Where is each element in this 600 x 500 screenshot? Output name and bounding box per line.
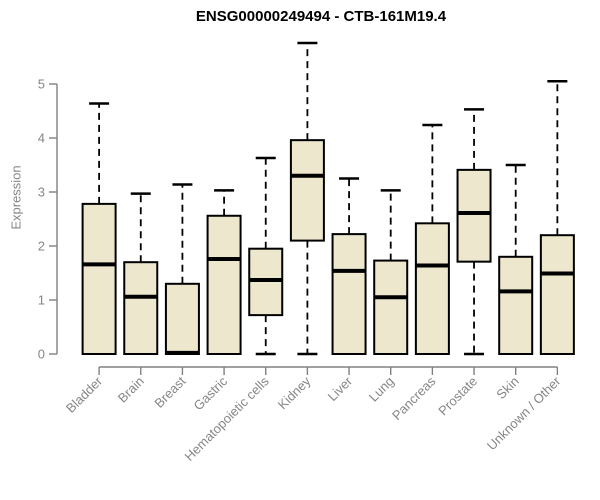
x-tick-label-brain: Brain	[115, 374, 147, 406]
y-tick-label-5: 5	[38, 77, 45, 92]
box-pancreas	[414, 222, 450, 355]
box-skin	[498, 255, 534, 355]
box-lung	[373, 259, 409, 355]
x-tick-label-gastric: Gastric	[190, 373, 230, 413]
x-tick-label-breast: Breast	[151, 373, 188, 410]
box-liver	[331, 233, 367, 355]
box-kidney	[289, 139, 325, 242]
box-breast	[164, 282, 200, 355]
y-tick-label-1: 1	[38, 293, 45, 308]
y-tick-label-2: 2	[38, 239, 45, 254]
box-bladder	[81, 202, 117, 355]
x-tick-label-skin: Skin	[493, 374, 521, 402]
box-brain	[123, 261, 159, 356]
x-tick-label-kidney: Kidney	[275, 373, 314, 412]
x-tick-label-liver: Liver	[325, 373, 356, 404]
y-tick-label-0: 0	[38, 347, 45, 362]
chart-title: ENSG00000249494 - CTB-161M19.4	[195, 8, 447, 25]
box-gastric	[206, 214, 242, 355]
x-tick-label-unknown-other: Unknown / Other	[484, 373, 564, 453]
y-axis-title: Expression	[8, 165, 24, 230]
x-tick-label-pancreas: Pancreas	[389, 373, 439, 423]
x-tick-label-lung: Lung	[366, 374, 397, 405]
box-unknown-other	[539, 234, 575, 355]
box-prostate	[456, 168, 492, 263]
x-tick-label-prostate: Prostate	[435, 374, 480, 419]
y-tick-label-4: 4	[38, 131, 45, 146]
y-tick-label-3: 3	[38, 185, 45, 200]
x-tick-label-bladder: Bladder	[63, 373, 106, 416]
